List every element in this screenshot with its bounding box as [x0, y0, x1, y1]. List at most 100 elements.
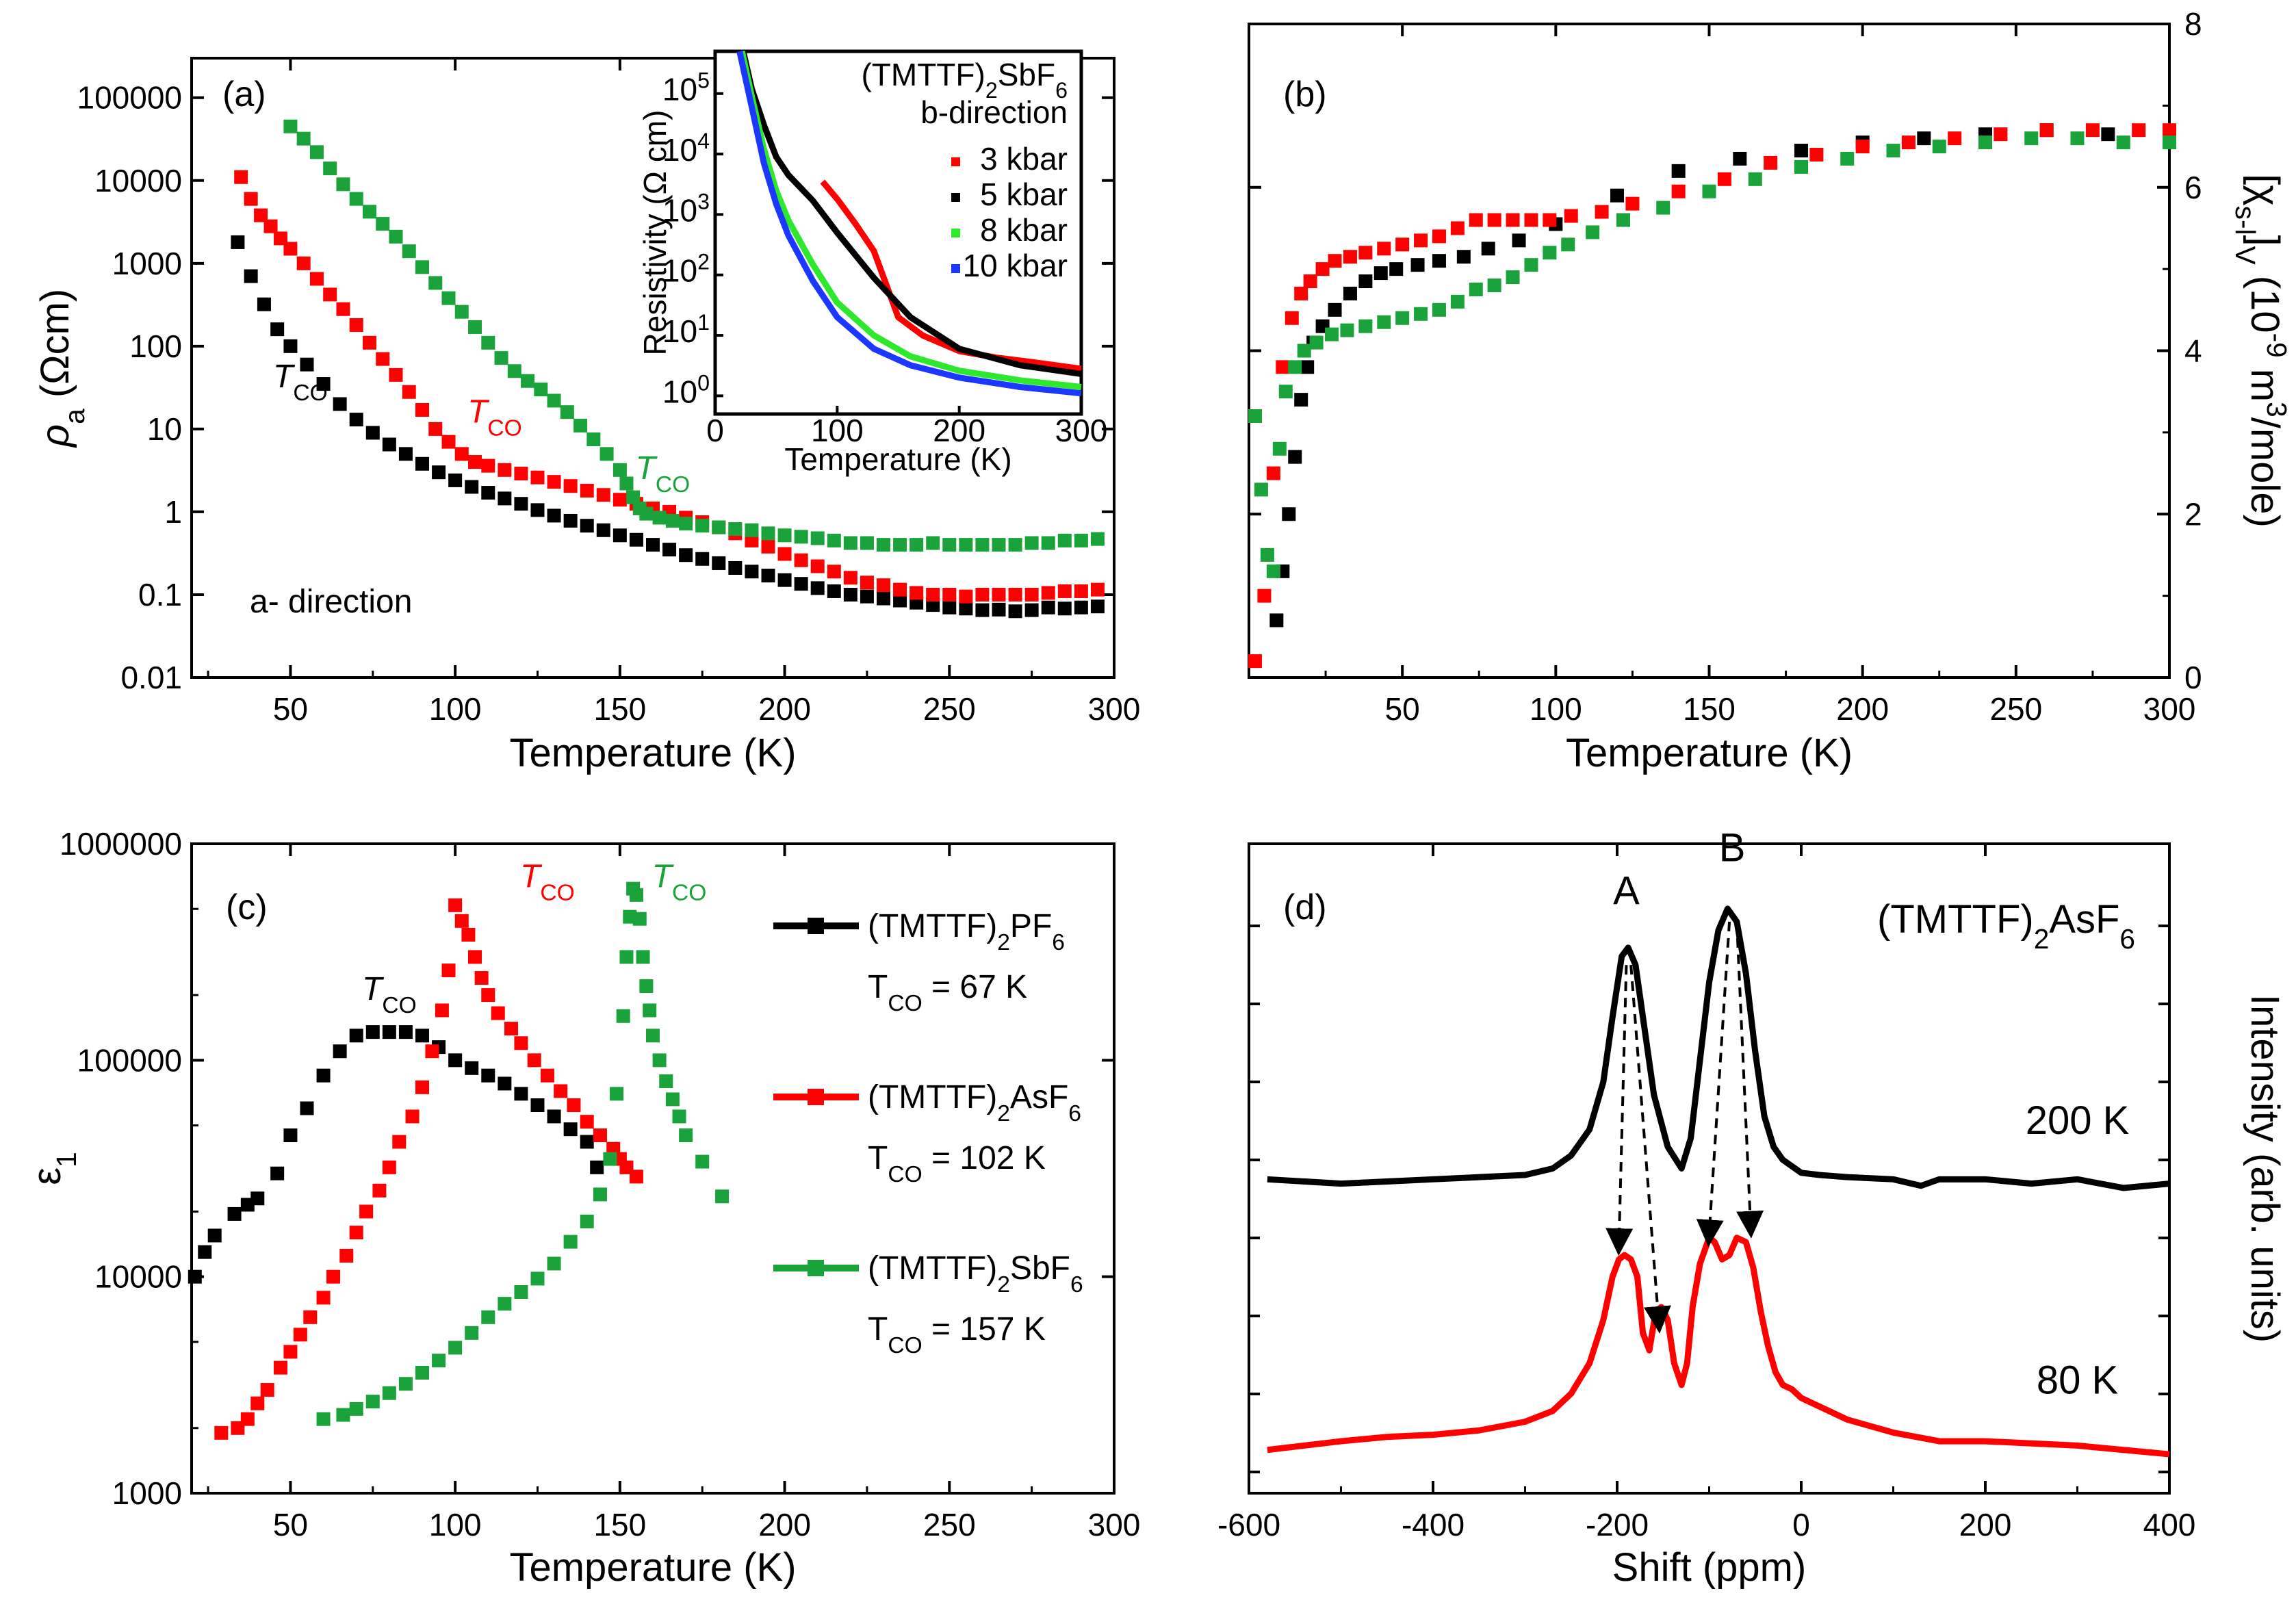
- data-point: [227, 1206, 242, 1221]
- data-point: [240, 1412, 255, 1426]
- data-point: [1395, 237, 1410, 252]
- data-point: [316, 1068, 331, 1083]
- data-point: [1272, 441, 1287, 456]
- panel-c: 50 100 150 200 250 300 1000 10000 100000 1000000 T…: [25, 826, 1140, 1590]
- panel-title: (TMTTF)2AsF6: [1877, 897, 2135, 955]
- data-point: [616, 1009, 630, 1023]
- data-point: [1625, 196, 1640, 211]
- data-point: [339, 1249, 354, 1263]
- data-point: [234, 170, 248, 184]
- x-tick-label: -400: [1402, 1507, 1465, 1542]
- data-point: [2070, 131, 2085, 146]
- data-point: [1794, 144, 1808, 158]
- data-point: [573, 418, 588, 432]
- data-point: [231, 235, 245, 249]
- data-point: [1432, 254, 1446, 268]
- data-point: [415, 402, 429, 417]
- inset-x-tick-label: 100: [811, 413, 864, 448]
- data-point: [547, 393, 561, 408]
- data-point: [1260, 547, 1274, 562]
- data-point: [415, 1366, 429, 1380]
- inset-series-line: [740, 50, 1082, 377]
- data-point: [580, 1115, 594, 1129]
- nmr-spectrum-line: [1267, 1235, 2170, 1458]
- x-tick-label: -600: [1217, 1507, 1280, 1542]
- data-point: [1561, 237, 1575, 252]
- data-point: [1595, 205, 1609, 219]
- x-tick-label: 200: [1836, 691, 1889, 727]
- data-point: [942, 538, 957, 552]
- data-point: [860, 576, 874, 590]
- data-point: [2163, 135, 2176, 150]
- data-point: [507, 364, 521, 378]
- data-point: [877, 538, 890, 552]
- data-point: [296, 131, 311, 146]
- y-axis-title: ρa (Ωcm): [33, 289, 90, 448]
- y-tick-label: 2: [2184, 496, 2202, 532]
- data-point: [1901, 135, 1916, 150]
- data-point: [1041, 536, 1055, 550]
- data-point: [728, 560, 743, 575]
- peak-label-b: B: [1719, 825, 1746, 870]
- data-point: [563, 1122, 578, 1137]
- plot-frame: [190, 57, 1115, 679]
- y-tick-label: 0: [2184, 660, 2202, 695]
- data-point: [632, 912, 647, 926]
- inset-legend-label: 8 kbar: [980, 212, 1068, 248]
- data-point: [435, 1003, 449, 1018]
- data-point: [1886, 144, 1900, 158]
- x-tick-label: 250: [923, 1507, 976, 1542]
- data-point: [188, 1269, 202, 1284]
- data-point: [1300, 360, 1315, 374]
- data-point: [514, 1036, 528, 1050]
- data-point: [603, 1152, 617, 1166]
- data-point: [959, 602, 973, 616]
- data-point: [1671, 184, 1686, 198]
- data-point: [349, 413, 363, 427]
- y-tick-label: 1000: [112, 246, 182, 281]
- data-point: [521, 374, 535, 388]
- data-point: [316, 1291, 331, 1305]
- data-point: [1656, 201, 1671, 215]
- inset-frame: [713, 49, 1083, 416]
- panel-a: 50 100 150 200 250 3000.010.11101001000100001…: [33, 49, 1140, 775]
- x-axis-title: Shift (ppm): [1612, 1545, 1807, 1590]
- data-point: [336, 1408, 350, 1422]
- data-point: [643, 1003, 657, 1018]
- data-point: [1278, 385, 1293, 399]
- data-point: [1282, 507, 1296, 521]
- data-point: [273, 1360, 287, 1375]
- x-axis-title: Temperature (K): [509, 731, 796, 775]
- data-point: [1373, 266, 1388, 281]
- data-point: [672, 1109, 686, 1124]
- data-point: [263, 219, 278, 233]
- peak-label-a: A: [1613, 869, 1640, 914]
- data-point: [514, 466, 528, 480]
- data-point: [926, 536, 940, 550]
- data-point: [761, 569, 775, 583]
- data-point: [810, 581, 825, 595]
- data-point: [1717, 172, 1731, 186]
- data-point: [926, 598, 940, 612]
- x-tick-label: 50: [273, 1507, 308, 1542]
- data-point: [468, 320, 482, 334]
- data-point: [1414, 233, 1428, 248]
- data-point: [959, 589, 973, 604]
- data-point: [425, 1044, 439, 1059]
- data-point: [1855, 140, 1870, 154]
- data-point: [2101, 127, 2115, 142]
- data-point: [695, 552, 710, 566]
- tco-label: TCO: [362, 971, 417, 1018]
- data-point: [665, 513, 680, 528]
- data-point: [1090, 582, 1105, 597]
- data-point: [910, 586, 924, 600]
- x-tick-label: 0: [1792, 1507, 1810, 1542]
- data-point: [959, 538, 973, 552]
- data-point: [810, 531, 825, 545]
- data-point: [441, 964, 456, 978]
- data-point: [316, 1412, 331, 1426]
- data-point: [992, 587, 1006, 602]
- data-point: [481, 486, 495, 500]
- y-tick-label: 1: [164, 494, 182, 530]
